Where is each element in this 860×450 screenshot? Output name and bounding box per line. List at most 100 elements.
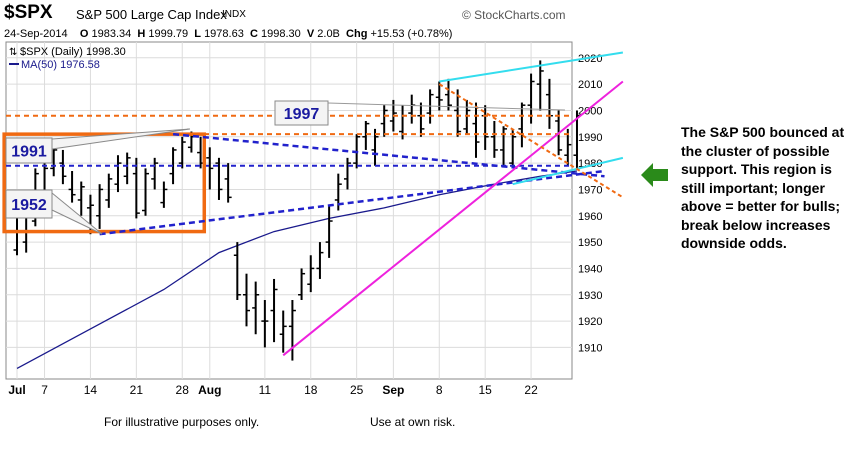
ohlc-bar — [270, 278, 278, 343]
ohlc-bar — [454, 89, 462, 137]
ohlc-bar — [288, 300, 296, 361]
ohlc-bar — [509, 128, 517, 169]
ohlc-bar — [316, 242, 324, 279]
trendline-orange — [438, 83, 624, 199]
x-tick-label: 15 — [479, 383, 493, 397]
consolidation-box — [2, 132, 207, 234]
index-name: S&P 500 Large Cap Index — [76, 7, 227, 22]
y-tick-label: 1930 — [578, 290, 602, 302]
callout-label: 1991 — [11, 144, 47, 161]
ohlc-bar — [444, 78, 452, 111]
y-tick-label: 1960 — [578, 211, 602, 223]
annotation-text: The S&P 500 bounced at the cluster of po… — [681, 124, 845, 251]
ohlc-bar — [169, 147, 177, 185]
ohlc-bar — [68, 171, 76, 203]
ohlc-bar — [325, 205, 333, 258]
y-tick-label: 1970 — [578, 184, 602, 196]
ohlc-bar — [243, 273, 250, 327]
ohlc-bar — [307, 255, 315, 293]
footer-disclaimer-right: Use at own risk. — [370, 415, 456, 429]
ohlc-bar — [59, 149, 67, 185]
ohlc-bar — [362, 120, 370, 150]
ohlc-bar — [123, 152, 131, 185]
change-label: Chg — [346, 28, 368, 40]
x-tick-label: 11 — [259, 383, 272, 397]
callout-label: 1997 — [284, 106, 320, 123]
callout-box — [5, 137, 53, 164]
quote-bar: 24-Sep-2014 O 1983.34 H 1999.79 L 1978.6… — [4, 28, 452, 40]
ohlc-bar — [151, 157, 159, 190]
ohlc-bar — [500, 126, 508, 166]
y-tick-label: 2000 — [578, 105, 602, 117]
arrow-icon — [641, 163, 668, 187]
low-label: L — [194, 28, 201, 40]
x-tick-label: 28 — [176, 383, 190, 397]
ohlc-bar — [463, 99, 471, 135]
ohlc-bars — [13, 60, 581, 361]
brand-label: © StockCharts.com — [462, 8, 566, 22]
y-tick-label: 1910 — [578, 342, 602, 354]
footer-disclaimer-left: For illustrative purposes only. — [104, 415, 260, 429]
exchange-label: INDX — [222, 9, 246, 20]
high-value: 1999.79 — [148, 28, 189, 40]
ohlc-bar — [50, 147, 58, 177]
ohlc-bar — [279, 310, 287, 353]
y-tick-label: 1990 — [578, 132, 602, 144]
ohlc-bar — [178, 136, 186, 169]
ohlc-bar — [261, 300, 269, 348]
ohlc-bar — [77, 181, 85, 216]
legend-ma: MA(50) 1976.58 — [21, 59, 100, 71]
trendline-magenta — [282, 80, 624, 357]
trendline-cyan — [439, 51, 624, 83]
ticker-symbol: $SPX — [4, 2, 53, 23]
ohlc-bar — [472, 102, 480, 158]
x-tick-label: Jul — [8, 383, 25, 397]
quote-date: 24-Sep-2014 — [4, 28, 68, 40]
x-tick-label: 8 — [436, 383, 443, 397]
volume-value: 2.0B — [317, 28, 340, 40]
trendline-blue — [172, 132, 605, 178]
ohlc-bar — [142, 168, 150, 216]
x-tick-label: 18 — [304, 383, 318, 397]
ohlc-bar — [380, 105, 388, 137]
x-tick-label: 25 — [350, 383, 364, 397]
y-axis-ticks: 1910192019301940195019601970198019902000… — [578, 53, 602, 355]
close-value: 1998.30 — [260, 28, 301, 40]
ohlc-bar — [490, 120, 498, 158]
x-tick-label: Aug — [198, 383, 221, 397]
open-value: 1983.34 — [91, 28, 132, 40]
change-value: +15.53 (+0.78%) — [370, 28, 453, 40]
x-axis-ticks: Jul 7 14 21 28 Aug 11 18 25 Sep 8 15 22 — [8, 383, 538, 397]
callouts: 1997 1991 1952 — [5, 100, 566, 235]
ohlc-bar — [435, 81, 443, 111]
ohlc-bar — [96, 184, 104, 229]
x-tick-label: 7 — [41, 383, 48, 397]
ohlc-bar — [215, 157, 223, 200]
callout-1997: 1997 — [274, 100, 566, 126]
x-tick-label: 14 — [84, 383, 98, 397]
callout-1991: 1991 — [5, 128, 191, 164]
y-tick-label: 1920 — [578, 316, 602, 328]
volume-label: V — [306, 28, 315, 40]
chart-legend: ⇅ $SPX (Daily) 1998.30 MA(50) 1976.58 — [9, 46, 126, 71]
ohlc-bar — [252, 281, 260, 335]
ohlc-bar — [132, 157, 140, 219]
y-tick-label: 1940 — [578, 263, 602, 275]
y-tick-label: 2010 — [578, 79, 602, 91]
close-label: C — [249, 28, 258, 40]
legend-price: $SPX (Daily) 1998.30 — [20, 46, 126, 58]
overlay-lines — [2, 51, 624, 357]
callout-pointer — [327, 102, 566, 111]
x-tick-label: 21 — [130, 383, 144, 397]
ohlc-bar — [160, 181, 168, 208]
legend-price-glyph: ⇅ — [9, 47, 17, 58]
open-label: O — [79, 28, 89, 40]
ohlc-bar — [224, 163, 232, 203]
ohlc-bar — [343, 157, 351, 190]
callout-box — [5, 189, 53, 219]
x-tick-label: 22 — [524, 383, 538, 397]
callout-label: 1952 — [11, 197, 47, 214]
ohlc-bar — [298, 268, 306, 301]
callout-1952: 1952 — [5, 189, 103, 235]
